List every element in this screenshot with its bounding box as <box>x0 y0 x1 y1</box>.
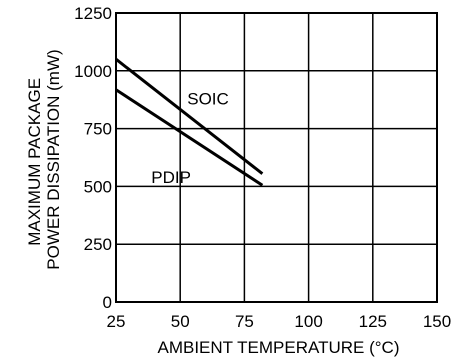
series-line-pdip <box>115 88 264 187</box>
series-lines <box>115 58 264 187</box>
grid <box>115 12 438 303</box>
series-labels: SOIC PDIP <box>151 90 229 188</box>
series-label-soic: SOIC <box>187 90 229 109</box>
x-axis-label: AMBIENT TEMPERATURE (°C) <box>158 338 400 357</box>
series-label-pdip: PDIP <box>151 168 191 187</box>
y-tick-label: 1250 <box>74 4 112 23</box>
plot-frame <box>115 12 438 303</box>
series-line-soic <box>115 58 264 175</box>
y-tick-label: 750 <box>84 120 112 139</box>
x-tick-label: 150 <box>423 312 451 331</box>
y-tick-label: 0 <box>103 293 112 312</box>
x-tick-label: 25 <box>107 312 126 331</box>
y-tick-label: 250 <box>84 235 112 254</box>
x-tick-label: 50 <box>171 312 190 331</box>
y-axis-ticks: 0 250 500 750 1000 1250 <box>74 4 112 312</box>
y-axis-label-line-2: POWER DISSIPATION (mW) <box>44 49 63 269</box>
y-axis-label-line-1: MAXIMUM PACKAGE <box>25 78 44 246</box>
x-tick-label: 125 <box>359 312 387 331</box>
y-axis-label: MAXIMUM PACKAGE POWER DISSIPATION (mW) <box>25 49 63 269</box>
x-tick-label: 100 <box>294 312 322 331</box>
x-tick-label: 75 <box>235 312 254 331</box>
y-tick-label: 500 <box>84 177 112 196</box>
y-tick-label: 1000 <box>74 62 112 81</box>
x-axis-ticks: 25 50 75 100 125 150 <box>107 312 452 331</box>
